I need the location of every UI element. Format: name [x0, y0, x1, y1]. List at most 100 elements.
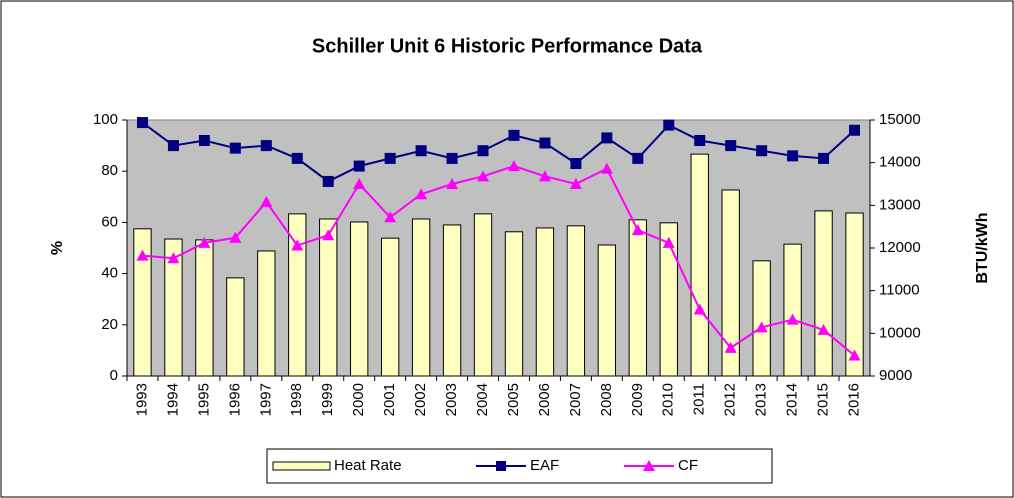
cf-marker [538, 170, 551, 182]
line [142, 165, 856, 357]
eaf-marker [446, 152, 458, 164]
eaf-marker [229, 142, 241, 154]
bar [380, 237, 400, 377]
cf-marker [477, 170, 490, 182]
y2-axis-title: BTU/kWh [974, 212, 991, 283]
cf-marker [415, 188, 428, 200]
y2-tick-label: 9000 [879, 367, 912, 384]
x-tick-label: 2000 [350, 383, 367, 416]
eaf-marker [198, 134, 210, 146]
bar [319, 218, 338, 377]
bar [690, 153, 709, 377]
legend-marker [496, 461, 506, 471]
cf-marker [507, 160, 520, 172]
cf-marker [662, 236, 675, 248]
x-tick-label: 2004 [474, 383, 491, 416]
y-tick-label: 60 [101, 213, 118, 230]
eaf-marker [136, 117, 148, 129]
cf-marker [848, 349, 861, 361]
bar [783, 243, 802, 377]
y-tick-label: 20 [101, 316, 118, 333]
bar [411, 218, 431, 377]
x-tick-label: 2012 [722, 383, 739, 416]
y-tick-label: 40 [101, 265, 118, 282]
bar [628, 219, 647, 377]
x-tick-label: 2014 [784, 383, 801, 416]
cf-marker [198, 236, 211, 248]
bar [566, 225, 586, 377]
bar [721, 189, 740, 377]
eaf-marker [322, 175, 334, 187]
x-tick-label: 1996 [226, 383, 243, 416]
y2-tick-label: 13000 [879, 196, 921, 213]
cf-marker [786, 313, 799, 325]
x-tick-label: 1993 [133, 383, 150, 416]
x-tick-label: 2013 [753, 383, 770, 416]
eaf-marker [415, 145, 427, 157]
x-tick-label: 2005 [505, 383, 522, 416]
cf-marker [724, 341, 737, 353]
legend-label: Heat Rate [334, 457, 402, 474]
eaf-marker [260, 140, 272, 152]
legend-label: CF [678, 457, 698, 474]
cf-marker [229, 231, 242, 243]
x-tick-label: 2003 [443, 383, 460, 416]
bar [504, 231, 524, 377]
eaf-marker [291, 152, 303, 164]
x-tick-label: 2008 [598, 383, 615, 416]
cf-marker [446, 178, 459, 189]
x-tick-label: 1999 [319, 383, 336, 416]
eaf-marker [167, 140, 179, 152]
eaf-marker [725, 140, 737, 152]
eaf-marker [601, 132, 613, 144]
x-tick-label: 2007 [567, 383, 584, 416]
x-tick-label: 2011 [691, 383, 708, 415]
legend-label: EAF [530, 457, 559, 474]
bar [133, 228, 152, 377]
eaf-marker [694, 134, 706, 146]
bar [845, 212, 864, 377]
y-tick-label: 0 [110, 367, 118, 384]
legend-marker [643, 460, 655, 471]
eaf-marker [756, 145, 768, 157]
bar [659, 222, 678, 377]
y-axis-title: % [49, 241, 66, 255]
cf-marker [353, 178, 366, 189]
bar [597, 244, 617, 377]
eaf-marker [353, 160, 365, 172]
eaf-marker [787, 150, 799, 162]
bar [226, 277, 245, 377]
cf-marker [817, 323, 830, 335]
cf-marker [755, 321, 768, 333]
bar [164, 238, 183, 377]
x-tick-label: 2016 [845, 383, 862, 416]
cf-marker [631, 224, 644, 236]
eaf-marker [570, 158, 582, 170]
x-tick-label: 2015 [815, 383, 832, 416]
x-tick-label: 2002 [412, 383, 429, 416]
bar [535, 227, 555, 377]
eaf-marker [632, 152, 644, 164]
legend-swatch [272, 461, 331, 471]
bar [473, 213, 493, 377]
cf-marker [167, 252, 180, 264]
cf-marker [693, 303, 706, 315]
eaf-marker [663, 119, 675, 131]
x-tick-label: 2001 [381, 383, 398, 416]
bar [257, 250, 276, 377]
plot-area [126, 119, 871, 377]
cf-marker [384, 211, 397, 223]
eaf-marker [818, 152, 830, 164]
x-tick-label: 2010 [660, 383, 677, 416]
eaf-marker [539, 137, 551, 149]
bar [442, 224, 462, 377]
cf-marker [260, 195, 273, 207]
x-tick-label: 1998 [288, 383, 305, 416]
bar [288, 213, 307, 377]
x-tick-label: 1994 [164, 383, 181, 416]
cf-marker [600, 162, 613, 174]
y2-tick-label: 15000 [879, 111, 921, 128]
cf-marker [322, 229, 335, 241]
